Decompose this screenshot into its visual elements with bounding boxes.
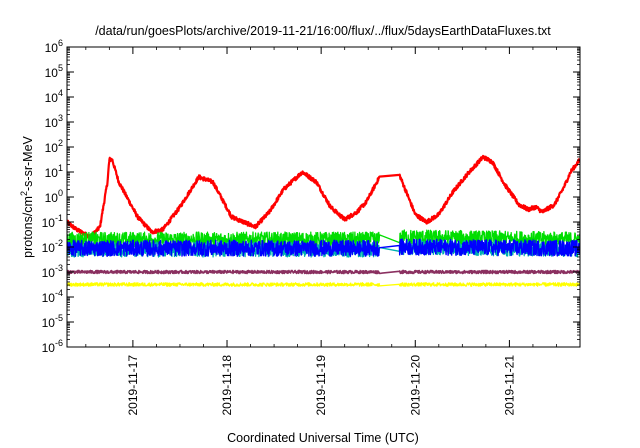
y-tick-exp: 5 [58,63,63,73]
series-line-3 [67,238,580,257]
y-tick-base: 10 [45,91,59,105]
x-tick-label: 2019-11-20 [408,355,422,416]
y-tick-base: 10 [45,141,59,155]
y-tick-label: 102 [45,138,63,155]
y-tick-base: 10 [42,216,56,230]
chart-title: /data/run/goesPlots/archive/2019-11-21/1… [95,24,551,38]
x-tick-label: 2019-11-21 [502,355,516,416]
y-tick-label: 106 [45,38,63,55]
y-tick-exp: -5 [55,313,63,323]
x-tick-label: 2019-11-19 [314,355,328,416]
y-tick-exp: 3 [58,113,63,123]
y-tick-label: 104 [45,88,63,105]
y-tick-exp: 4 [58,88,63,98]
y-tick-exp: 0 [58,188,63,198]
y-axis-label: protons/cm2-s-sr-MeV [19,135,35,257]
y-tick-base: 10 [45,116,59,130]
y-tick-label: 10-2 [42,238,63,255]
y-axis-label-rest: -s-sr-MeV [21,135,35,191]
series-line-5 [67,269,580,275]
y-tick-exp: 1 [58,163,63,173]
y-tick-label: 10-3 [42,263,63,280]
y-tick-label: 10-4 [42,288,63,305]
y-tick-base: 10 [45,41,59,55]
y-axis-label-sup: 2 [19,191,29,196]
series-line-0 [67,154,580,240]
y-tick-exp: 6 [58,38,63,48]
series-layer [67,154,580,287]
x-tick-label: 2019-11-18 [220,355,234,416]
y-tick-base: 10 [45,166,59,180]
y-tick-label: 105 [45,63,63,80]
y-tick-base: 10 [42,316,56,330]
y-tick-base: 10 [42,241,56,255]
y-tick-base: 10 [45,66,59,80]
y-tick-base: 10 [42,291,56,305]
y-tick-label: 101 [45,163,63,180]
y-tick-exp: -6 [55,338,63,348]
y-tick-label: 10-6 [42,338,63,355]
y-tick-label: 100 [45,188,63,205]
x-axis-label: Coordinated Universal Time (UTC) [227,431,419,445]
y-tick-exp: -4 [55,288,63,298]
series-line-4 [67,282,580,287]
y-tick-exp: -3 [55,263,63,273]
y-tick-base: 10 [42,341,56,355]
y-tick-exp: -1 [55,213,63,223]
y-tick-label: 10-1 [42,213,63,230]
y-tick-label: 103 [45,113,63,130]
y-axis-ticks: 10-610-510-410-310-210-11001011021031041… [42,38,580,355]
y-tick-exp: 2 [58,138,63,148]
y-tick-exp: -2 [55,238,63,248]
y-tick-base: 10 [45,191,59,205]
y-tick-label: 10-5 [42,313,63,330]
y-axis-label-main: protons/cm [21,196,35,258]
x-axis-ticks: 2019-11-17 2019-11-18 2019-11-19 2019-11-20… [85,47,581,416]
x-tick-label: 2019-11-17 [126,355,140,416]
y-tick-base: 10 [42,266,56,280]
